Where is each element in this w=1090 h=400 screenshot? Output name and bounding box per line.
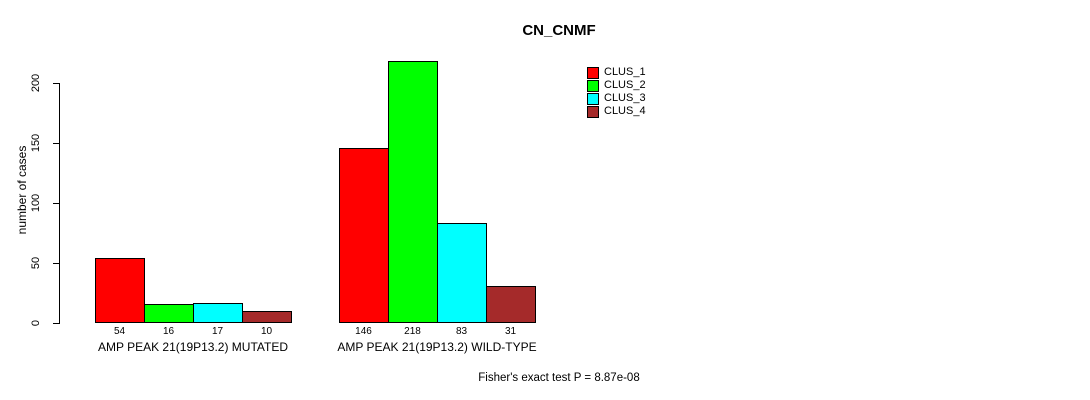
legend-swatch-clus_3 — [587, 92, 599, 105]
legend-swatch-clus_1 — [587, 66, 599, 79]
y-axis-tick-label: 0 — [30, 319, 42, 327]
bar-clus_2-group2 — [388, 61, 438, 323]
bar-clus_1-group2 — [339, 148, 389, 323]
bar-value-label: 54 — [113, 326, 126, 337]
legend-label: CLUS_4 — [604, 105, 646, 117]
y-axis-tick — [53, 263, 59, 264]
legend-label: CLUS_2 — [604, 79, 646, 91]
legend-label: CLUS_3 — [604, 92, 646, 104]
y-axis-tick-label: 150 — [30, 133, 42, 153]
bar-clus_3-group1 — [193, 303, 243, 323]
legend-swatch-clus_4 — [587, 105, 599, 118]
y-axis-tick — [53, 203, 59, 204]
y-axis-tick — [53, 143, 59, 144]
legend-label: CLUS_1 — [604, 66, 646, 78]
bar-value-label: 146 — [355, 326, 372, 337]
y-axis-line — [59, 83, 60, 324]
bar-clus_4-group1 — [242, 311, 292, 323]
fisher-test-annotation: Fisher's exact test P = 8.87e-08 — [478, 372, 640, 384]
x-category-label: AMP PEAK 21(19P13.2) MUTATED — [97, 340, 289, 354]
bar-value-label: 16 — [162, 326, 175, 337]
y-axis-tick-label: 100 — [30, 193, 42, 213]
bar-value-label: 83 — [455, 326, 468, 337]
y-axis-tick — [53, 323, 59, 324]
bar-clus_2-group1 — [144, 304, 194, 323]
bar-value-label: 17 — [211, 326, 224, 337]
legend-swatch-clus_2 — [587, 79, 599, 92]
bar-value-label: 10 — [260, 326, 273, 337]
bar-value-label: 218 — [404, 326, 421, 337]
y-axis-label: number of cases — [15, 145, 29, 235]
x-category-label: AMP PEAK 21(19P13.2) WILD-TYPE — [337, 340, 537, 354]
y-axis-tick — [53, 83, 59, 84]
chart-title: CN_CNMF — [522, 22, 596, 39]
y-axis-tick-label: 200 — [30, 73, 42, 93]
y-axis-tick-label: 50 — [30, 256, 42, 270]
bar-value-label: 31 — [504, 326, 517, 337]
bar-clus_3-group2 — [437, 223, 487, 323]
bar-clus_1-group1 — [95, 258, 145, 323]
bar-clus_4-group2 — [486, 286, 536, 323]
